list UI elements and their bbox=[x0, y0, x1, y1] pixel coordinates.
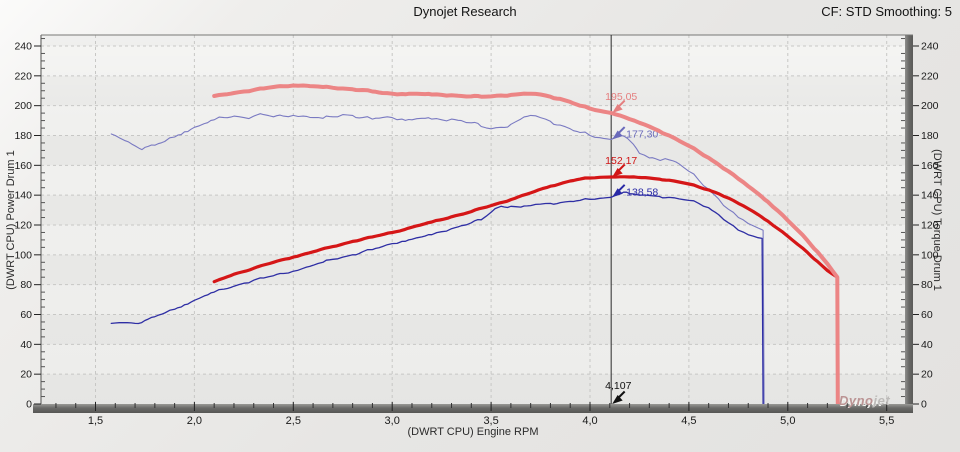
y-right-tick-label: 140 bbox=[921, 190, 939, 202]
y-right-tick-label: 160 bbox=[921, 160, 939, 172]
y-left-tick-label: 20 bbox=[20, 369, 32, 381]
red-run-torque-value-label: 195,05 bbox=[605, 91, 637, 103]
page-title: Dynojet Research bbox=[413, 4, 517, 19]
blue-run-power-value-label: 138,58 bbox=[626, 186, 658, 198]
cursor-rpm-arrow bbox=[612, 395, 623, 404]
red-run-power-value-label: 152,17 bbox=[605, 155, 637, 167]
x-tick-label: 5,0 bbox=[780, 415, 795, 427]
x-tick-label: 3,5 bbox=[483, 415, 498, 427]
x-tick-label: 3,0 bbox=[385, 415, 400, 427]
blue-run-power-marker-arrow bbox=[612, 188, 623, 198]
red-run-power-curve bbox=[212, 175, 839, 284]
red-run-torque-marker-arrow-tail bbox=[617, 99, 626, 108]
blue-run-power-marker-arrow-tail bbox=[617, 184, 626, 192]
y-right-tick-label: 80 bbox=[921, 279, 933, 291]
axis-ticks bbox=[34, 38, 919, 411]
red-curves-layer bbox=[212, 83, 840, 404]
y-right-tick-label: 220 bbox=[921, 70, 939, 82]
bottom-axis-bar bbox=[33, 404, 913, 413]
y-left-tick-label: 220 bbox=[14, 70, 32, 82]
annotations-layer: 195,05 152,17 138,58 4,107 bbox=[605, 91, 658, 404]
plot-sheen bbox=[41, 35, 905, 404]
annotations-behind: 177,30 bbox=[612, 126, 658, 141]
dynojet-watermark-dyno: Dyno bbox=[839, 393, 874, 408]
axis-tick-labels: 0 0 20 20 40 40 60 60 80 80 100 100 120 120 140 140 160 1… bbox=[14, 40, 938, 427]
y-right-tick-label: 0 bbox=[921, 399, 927, 411]
blue-run-torque-value-label: 177,30 bbox=[626, 129, 658, 141]
y-right-tick-label: 240 bbox=[921, 40, 939, 52]
y-left-tick-label: 140 bbox=[14, 190, 32, 202]
y-left-tick-label: 160 bbox=[14, 160, 32, 172]
correction-smoothing-label: CF: STD Smoothing: 5 bbox=[821, 4, 952, 19]
right-axis-bar bbox=[905, 35, 913, 413]
x-tick-label: 4,5 bbox=[681, 415, 696, 427]
y-left-tick-label: 200 bbox=[14, 100, 32, 112]
dynojet-watermark-shadow: Dynojet bbox=[840, 397, 882, 409]
red-run-torque-marker-arrow bbox=[612, 104, 623, 114]
red-run-torque-curve bbox=[212, 83, 840, 404]
curves-layer bbox=[110, 113, 765, 404]
y-right-tick-label: 20 bbox=[921, 369, 933, 381]
cursor-rpm-label: 4,107 bbox=[605, 380, 631, 392]
x-tick-label: 4,0 bbox=[582, 415, 597, 427]
y-left-tick-label: 180 bbox=[14, 130, 32, 142]
y-right-tick-label: 40 bbox=[921, 339, 933, 351]
blue-run-power-curve bbox=[110, 191, 764, 404]
x-tick-label: 2,5 bbox=[286, 415, 301, 427]
y-right-tick-label: 120 bbox=[921, 219, 939, 231]
x-tick-label: 5,5 bbox=[879, 415, 894, 427]
blue-run-torque-marker-arrow-tail bbox=[617, 126, 626, 135]
red-run-power-marker-arrow bbox=[612, 168, 623, 178]
dynojet-watermark-text: Dynojet bbox=[839, 393, 890, 408]
dynojet-watermark-jet: jet bbox=[872, 393, 891, 408]
y-right-tick-label: 60 bbox=[921, 309, 933, 321]
y-left-tick-label: 100 bbox=[14, 249, 32, 261]
blue-run-torque-curve bbox=[110, 113, 765, 404]
y-right-tick-label: 100 bbox=[921, 249, 939, 261]
cursor-rpm-arrow-tail bbox=[617, 390, 626, 399]
plot-bands bbox=[41, 35, 905, 404]
blue-run-torque-marker-arrow bbox=[612, 130, 623, 140]
y-left-tick-label: 80 bbox=[20, 279, 32, 291]
x-tick-label: 2,0 bbox=[187, 415, 202, 427]
y-left-tick-label: 40 bbox=[20, 339, 32, 351]
x-axis-title: (DWRT CPU) Engine RPM bbox=[407, 426, 539, 438]
y-right-tick-label: 180 bbox=[921, 130, 939, 142]
y-right-tick-label: 200 bbox=[921, 100, 939, 112]
y-left-tick-label: 0 bbox=[26, 399, 32, 411]
y-left-tick-label: 240 bbox=[14, 40, 32, 52]
x-tick-label: 1,5 bbox=[88, 415, 103, 427]
y-left-tick-label: 120 bbox=[14, 219, 32, 231]
red-run-power-marker-arrow-tail bbox=[617, 163, 626, 172]
y-left-tick-label: 60 bbox=[20, 309, 32, 321]
